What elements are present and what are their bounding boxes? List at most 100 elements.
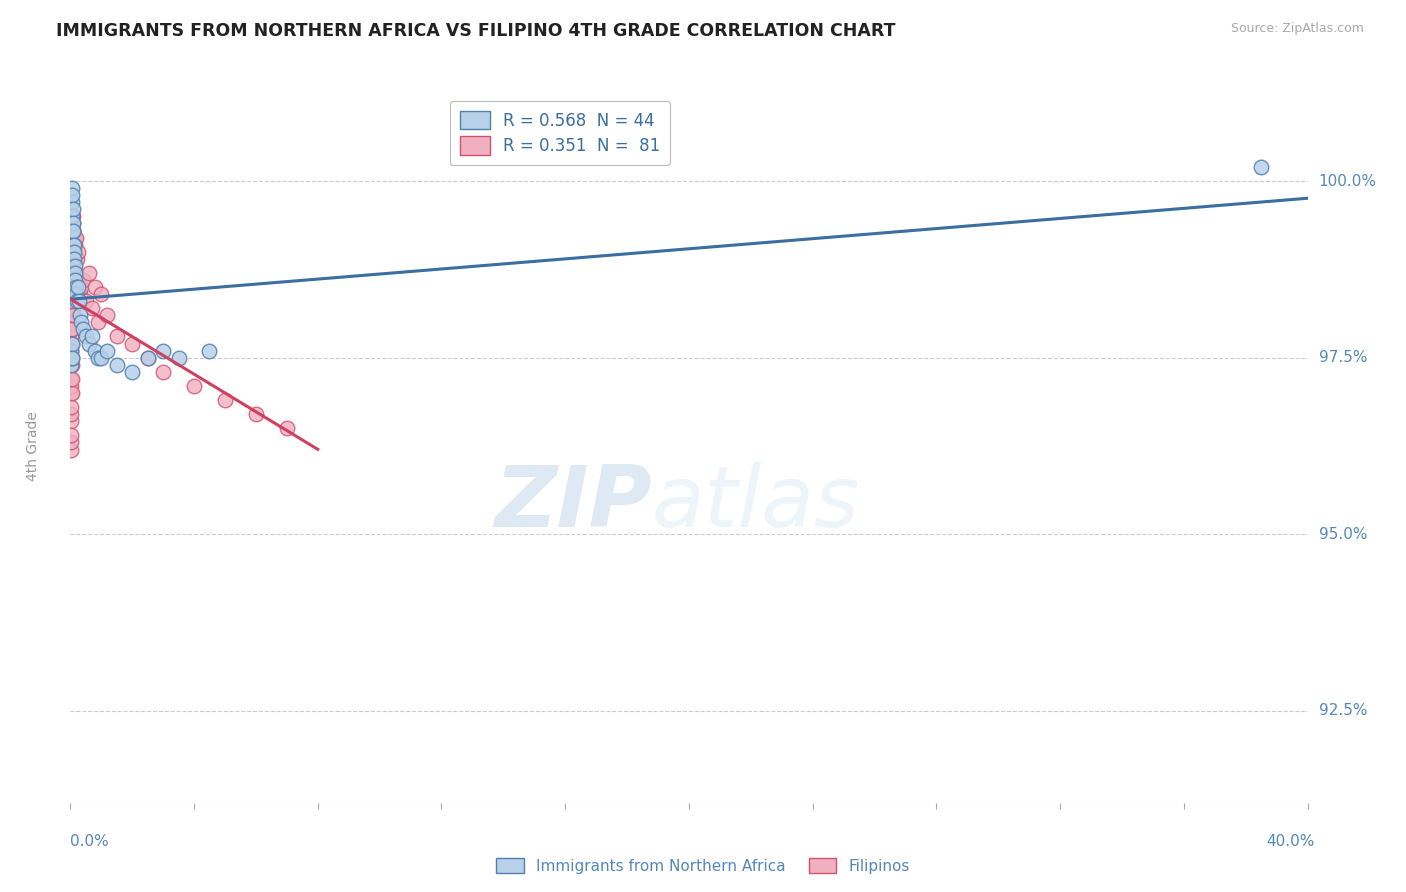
Point [214,393,236,408]
Point [245,407,267,421]
Point [60,237,83,252]
Point [62,216,84,230]
Point [105,329,128,343]
Point [152,365,174,379]
Point [152,343,174,358]
Point [105,358,128,372]
Point [72,273,94,287]
Point [84,280,107,294]
Point [62,280,84,294]
Point [62,210,84,224]
Point [60,351,83,365]
Point [60,386,83,401]
Text: 97.5%: 97.5% [1319,351,1367,365]
Point [67,280,90,294]
Point [80,329,103,343]
Point [62,294,84,309]
Point [62,322,84,336]
Point [60,351,83,365]
Point [66,252,89,266]
Point [62,301,84,316]
Text: 40.0%: 40.0% [1267,834,1315,849]
Point [60,343,83,358]
Text: atlas: atlas [652,461,860,545]
Text: ZIP: ZIP [494,461,652,545]
Point [62,210,84,224]
Point [59,230,82,244]
Point [60,252,83,266]
Point [60,259,83,273]
Point [60,336,83,351]
Point [62,216,84,230]
Point [69,287,91,301]
Point [60,280,83,294]
Point [60,216,83,230]
Point [72,322,94,336]
Point [63,273,86,287]
Point [62,202,84,217]
Point [62,244,84,259]
Point [59,379,82,393]
Point [60,223,83,237]
Point [96,308,118,322]
Point [62,244,84,259]
Point [62,223,84,237]
Text: 95.0%: 95.0% [1319,527,1367,541]
Point [59,414,82,428]
Point [276,421,298,435]
Point [59,244,82,259]
Point [75,329,97,343]
Point [59,351,82,365]
Point [62,210,84,224]
Point [90,287,112,301]
Text: 4th Grade: 4th Grade [27,411,41,481]
Point [60,372,83,386]
Point [60,400,83,414]
Point [60,308,83,322]
Point [65,273,87,287]
Point [60,223,83,237]
Text: 100.0%: 100.0% [1319,174,1376,188]
Point [66,294,89,309]
Point [60,301,83,316]
Text: 0.0%: 0.0% [70,834,110,849]
Point [87,315,110,329]
Point [59,315,82,329]
Point [63,252,86,266]
Point [62,259,84,273]
Point [59,442,82,457]
Point [63,266,86,280]
Point [59,358,82,372]
Point [63,237,86,252]
Point [70,280,93,294]
Point [62,237,84,252]
Point [60,358,83,372]
Text: IMMIGRANTS FROM NORTHERN AFRICA VS FILIPINO 4TH GRADE CORRELATION CHART: IMMIGRANTS FROM NORTHERN AFRICA VS FILIP… [56,22,896,40]
Point [62,266,84,280]
Text: 92.5%: 92.5% [1319,704,1367,718]
Point [87,351,110,365]
Point [136,351,159,365]
Point [96,343,118,358]
Point [167,351,190,365]
Point [59,273,82,287]
Point [62,237,84,252]
Point [198,343,221,358]
Point [60,343,83,358]
Point [69,308,91,322]
Text: Source: ZipAtlas.com: Source: ZipAtlas.com [1230,22,1364,36]
Point [136,351,159,365]
Point [70,315,93,329]
Point [65,280,87,294]
Point [1250,160,1272,174]
Point [63,244,86,259]
Point [63,244,86,259]
Point [60,358,83,372]
Point [60,322,83,336]
Point [59,287,82,301]
Point [65,266,87,280]
Point [63,259,86,273]
Point [60,372,83,386]
Point [60,195,83,210]
Legend: Immigrants from Northern Africa, Filipinos: Immigrants from Northern Africa, Filipin… [491,852,915,880]
